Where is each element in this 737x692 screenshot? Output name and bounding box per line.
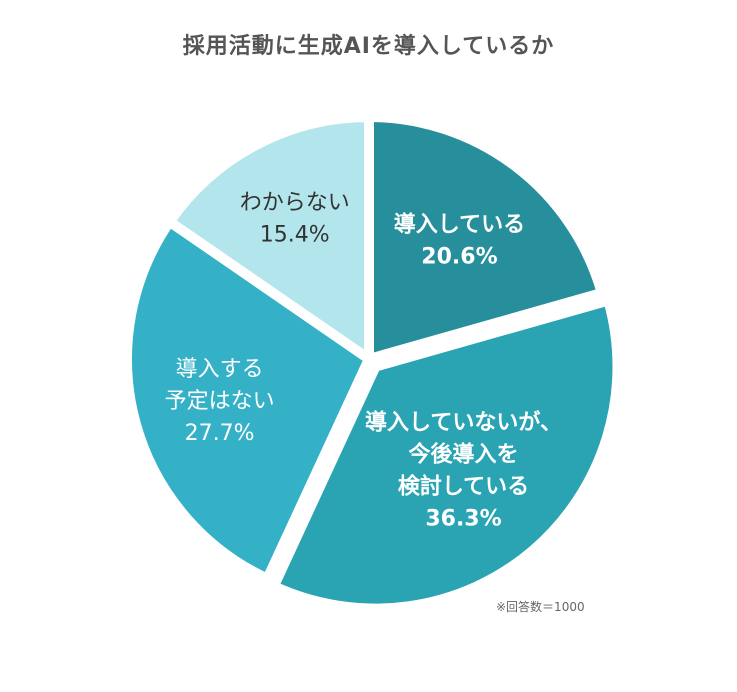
slice-value-label: 36.3%: [425, 507, 501, 532]
chart-title: 採用活動に生成AIを導入しているか: [182, 34, 555, 59]
slice-label-3: 導入する予定はない 27.7%: [165, 357, 275, 446]
pie-slice-4: [164, 112, 374, 364]
response-count-note: ※回答数＝1000: [496, 600, 585, 614]
slice-label-1: 導入している 20.6%: [394, 211, 525, 269]
slice-label-4: わからない 15.4%: [240, 191, 350, 248]
slice-name-line: 検討している: [398, 474, 529, 500]
slice-name-line: わからない: [240, 191, 350, 216]
slice-name-line: 導入する: [176, 357, 264, 382]
slice-value-label: 27.7%: [185, 421, 255, 446]
pie-slice-2: [268, 295, 623, 614]
slice-name-line: 導入していないが、: [365, 410, 562, 436]
pie-slice-1: [364, 112, 607, 364]
pie-slice-3: [122, 216, 374, 584]
slice-value-label: 20.6%: [421, 244, 497, 269]
slice-name-line: 導入している: [394, 211, 525, 237]
slice-value-label: 15.4%: [260, 223, 330, 248]
slice-name-line: 今後導入を: [408, 442, 518, 468]
slice-name-line: 予定はない: [165, 389, 275, 414]
slice-label-2: 導入していないが、今後導入を検討している 36.3%: [365, 410, 562, 532]
